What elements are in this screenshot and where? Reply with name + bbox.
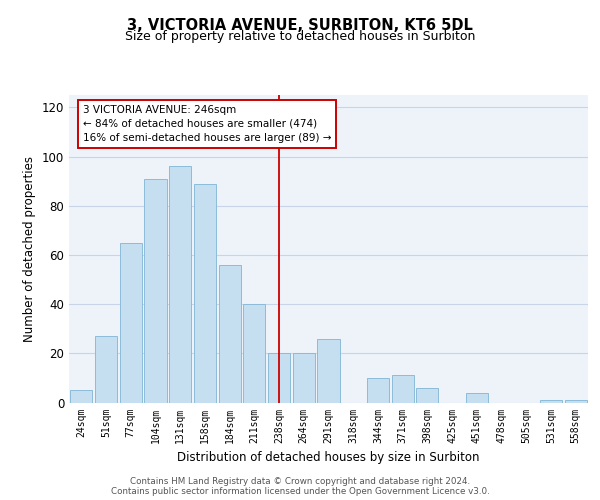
Text: 3 VICTORIA AVENUE: 246sqm
← 84% of detached houses are smaller (474)
16% of semi: 3 VICTORIA AVENUE: 246sqm ← 84% of detac… [83,105,332,143]
Bar [145,178,167,402]
Bar [95,336,117,402]
Text: Contains HM Land Registry data © Crown copyright and database right 2024.: Contains HM Land Registry data © Crown c… [130,477,470,486]
Bar [243,304,265,402]
Text: Size of property relative to detached houses in Surbiton: Size of property relative to detached ho… [125,30,475,43]
Bar [367,378,389,402]
Text: 3, VICTORIA AVENUE, SURBITON, KT6 5DL: 3, VICTORIA AVENUE, SURBITON, KT6 5DL [127,18,473,32]
Bar [293,354,315,403]
Text: Contains public sector information licensed under the Open Government Licence v3: Contains public sector information licen… [110,487,490,496]
Bar [317,338,340,402]
Bar [70,390,92,402]
Bar [392,376,414,402]
Bar [169,166,191,402]
Bar [268,354,290,403]
Bar [565,400,587,402]
Bar [466,392,488,402]
X-axis label: Distribution of detached houses by size in Surbiton: Distribution of detached houses by size … [177,451,480,464]
Bar [194,184,216,402]
Y-axis label: Number of detached properties: Number of detached properties [23,156,36,342]
Bar [416,388,439,402]
Bar [119,242,142,402]
Bar [218,264,241,402]
Bar [540,400,562,402]
